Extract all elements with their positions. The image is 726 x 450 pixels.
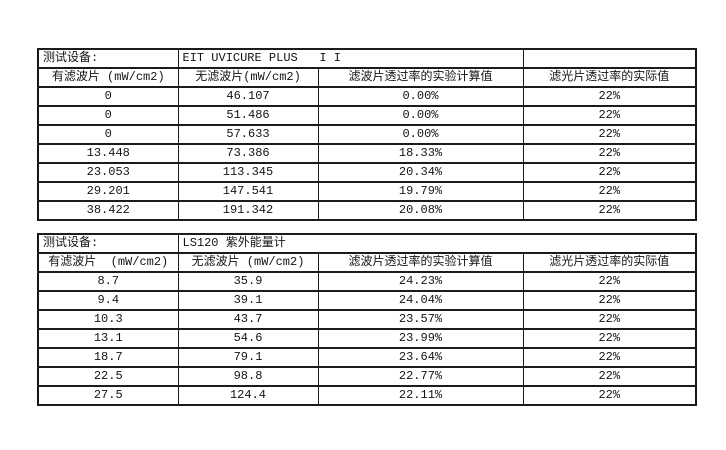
table-cell: 0.00% xyxy=(317,105,524,126)
table-cell: 43.7 xyxy=(177,309,319,330)
table-cell: 38.422 xyxy=(37,200,179,221)
table-cell: 0.00% xyxy=(317,86,524,107)
table-cell: 22% xyxy=(522,86,697,107)
table-cell: 23.64% xyxy=(317,347,524,368)
table-row: 10.3 43.7 23.57% 22% xyxy=(37,309,697,330)
table-cell: 23.053 xyxy=(37,162,179,183)
header-actual-transmittance: 滤光片透过率的实际值 xyxy=(522,252,697,273)
table-cell: 22.77% xyxy=(317,366,524,387)
empty-cell xyxy=(522,48,697,69)
table-row: 22.5 98.8 22.77% 22% xyxy=(37,366,697,387)
header-unfiltered-intensity: 无滤波片 (mW/cm2) xyxy=(177,252,319,273)
device-name-cell: LS120 紫外能量计 xyxy=(177,233,697,254)
table-cell: 46.107 xyxy=(177,86,319,107)
table-cell: 23.57% xyxy=(317,309,524,330)
table-cell: 191.342 xyxy=(177,200,319,221)
table-cell: 22% xyxy=(522,105,697,126)
header-filtered-intensity: 有滤波片 (mW/cm2) xyxy=(37,252,179,273)
table-cell: 22% xyxy=(522,124,697,145)
table-cell: 20.08% xyxy=(317,200,524,221)
table-cell: 22% xyxy=(522,143,697,164)
table-cell: 13.1 xyxy=(37,328,179,349)
table-cell: 0.00% xyxy=(317,124,524,145)
table-cell: 54.6 xyxy=(177,328,319,349)
table-cell: 29.201 xyxy=(37,181,179,202)
table-cell: 22% xyxy=(522,385,697,406)
table-cell: 24.04% xyxy=(317,290,524,311)
column-header-row: 有滤波片 (mW/cm2) 无滤波片 (mW/cm2) 滤波片透过率的实验计算值… xyxy=(37,252,697,273)
header-actual-transmittance: 滤光片透过率的实际值 xyxy=(522,67,697,88)
table-cell: 22% xyxy=(522,366,697,387)
table-row: 13.448 73.386 18.33% 22% xyxy=(37,143,697,164)
table-row: 0 46.107 0.00% 22% xyxy=(37,86,697,107)
table-cell: 23.99% xyxy=(317,328,524,349)
table-cell: 19.79% xyxy=(317,181,524,202)
table-cell: 22% xyxy=(522,271,697,292)
table-row: 13.1 54.6 23.99% 22% xyxy=(37,328,697,349)
table-cell: 8.7 xyxy=(37,271,179,292)
table-row: 0 51.486 0.00% 22% xyxy=(37,105,697,126)
header-measured-transmittance: 滤波片透过率的实验计算值 xyxy=(317,67,524,88)
table-row: 8.7 35.9 24.23% 22% xyxy=(37,271,697,292)
table-cell: 22% xyxy=(522,290,697,311)
table-cell: 124.4 xyxy=(177,385,319,406)
table-cell: 0 xyxy=(37,86,179,107)
device-label-cell: 测试设备: xyxy=(37,233,179,254)
table-row: 27.5 124.4 22.11% 22% xyxy=(37,385,697,406)
table-cell: 73.386 xyxy=(177,143,319,164)
table-cell: 0 xyxy=(37,124,179,145)
table-cell: 22% xyxy=(522,347,697,368)
table-cell: 13.448 xyxy=(37,143,179,164)
table-cell: 24.23% xyxy=(317,271,524,292)
table-cell: 18.7 xyxy=(37,347,179,368)
table-cell: 18.33% xyxy=(317,143,524,164)
table-cell: 27.5 xyxy=(37,385,179,406)
table-cell: 35.9 xyxy=(177,271,319,292)
table-row: 0 57.633 0.00% 22% xyxy=(37,124,697,145)
table-cell: 39.1 xyxy=(177,290,319,311)
table-row: 9.4 39.1 24.04% 22% xyxy=(37,290,697,311)
table-row: 29.201 147.541 19.79% 22% xyxy=(37,181,697,202)
eit-measurement-table: 测试设备: EIT UVICURE PLUS I I 有滤波片 (mW/cm2)… xyxy=(37,48,697,221)
table-cell: 22.11% xyxy=(317,385,524,406)
table-cell: 22% xyxy=(522,309,697,330)
table-cell: 22% xyxy=(522,200,697,221)
table-row: 18.7 79.1 23.64% 22% xyxy=(37,347,697,368)
table-cell: 22% xyxy=(522,162,697,183)
header-filtered-intensity: 有滤波片 (mW/cm2) xyxy=(37,67,179,88)
table-cell: 22% xyxy=(522,328,697,349)
ls120-measurement-table: 测试设备: LS120 紫外能量计 有滤波片 (mW/cm2) 无滤波片 (mW… xyxy=(37,233,698,406)
table-cell: 79.1 xyxy=(177,347,319,368)
device-label-cell: 测试设备: xyxy=(37,48,179,69)
table-cell: 9.4 xyxy=(37,290,179,311)
table-cell: 98.8 xyxy=(177,366,319,387)
device-title-row: 测试设备: LS120 紫外能量计 xyxy=(37,233,697,254)
table-cell: 0 xyxy=(37,105,179,126)
table-cell: 57.633 xyxy=(177,124,319,145)
table-cell: 20.34% xyxy=(317,162,524,183)
header-measured-transmittance: 滤波片透过率的实验计算值 xyxy=(317,252,524,273)
header-unfiltered-intensity: 无滤波片(mW/cm2) xyxy=(177,67,319,88)
table-row: 23.053 113.345 20.34% 22% xyxy=(37,162,697,183)
table-cell: 22% xyxy=(522,181,697,202)
table-row: 38.422 191.342 20.08% 22% xyxy=(37,200,697,221)
table-cell: 22.5 xyxy=(37,366,179,387)
table-cell: 147.541 xyxy=(177,181,319,202)
table-cell: 51.486 xyxy=(177,105,319,126)
column-header-row: 有滤波片 (mW/cm2) 无滤波片(mW/cm2) 滤波片透过率的实验计算值 … xyxy=(37,67,697,88)
device-title-row: 测试设备: EIT UVICURE PLUS I I xyxy=(37,48,697,69)
table-cell: 10.3 xyxy=(37,309,179,330)
table-cell: 113.345 xyxy=(177,162,319,183)
device-name-cell: EIT UVICURE PLUS I I xyxy=(177,48,524,69)
